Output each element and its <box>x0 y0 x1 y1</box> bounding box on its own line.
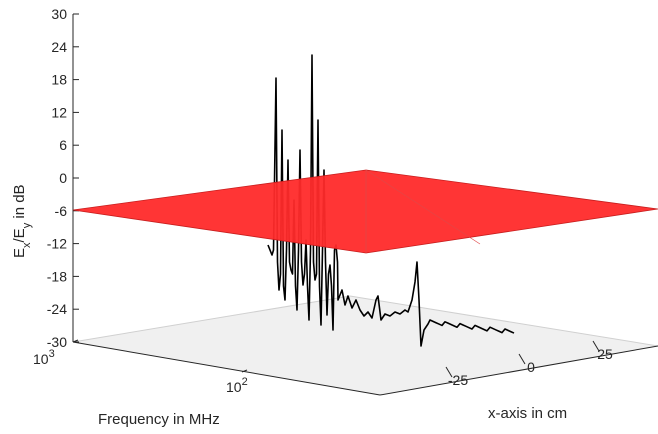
z-axis-label-part: in dB <box>11 184 28 222</box>
z-tick-label: 30 <box>51 6 67 22</box>
floor-right-edge <box>349 295 658 347</box>
position-axis-line <box>379 345 658 396</box>
z-tick-label: -12 <box>47 236 67 252</box>
plane-diagonal <box>365 169 481 245</box>
floor-back-edge <box>72 295 351 343</box>
position-tick-mark <box>592 340 600 352</box>
z-axis: 30 24 18 12 6 0 -6 -12 -18 -24 -30 Ex/Ey in dB <box>11 6 79 350</box>
z-axis-label-part: /E <box>11 228 28 242</box>
z-axis-label-part: x <box>21 242 33 248</box>
z-tick-label: 24 <box>51 39 67 55</box>
z-axis-label-part: y <box>21 222 33 228</box>
frequency-tick-mark <box>241 369 248 373</box>
threshold-plane-layer <box>72 169 658 254</box>
position-tick-label: 25 <box>597 346 613 362</box>
position-tick-label: 0 <box>527 359 535 375</box>
z-tick-label: 6 <box>59 137 67 153</box>
z-tick-label: -30 <box>47 334 67 350</box>
position-tick-mark <box>518 353 526 365</box>
frequency-tick-exponent: 3 <box>49 348 55 360</box>
frequency-tick-base: 10 <box>33 351 49 367</box>
z-tick-label: 12 <box>51 104 67 120</box>
z-axis-label-part: E <box>11 248 28 258</box>
frequency-axis-label: Frequency in MHz <box>98 411 220 428</box>
position-axis-label: x-axis in cm <box>488 405 567 422</box>
frequency-tick-base: 10 <box>226 379 242 395</box>
position-tick-label: -25 <box>448 372 468 388</box>
threshold-plane <box>72 169 658 254</box>
z-tick-label: -18 <box>47 268 67 284</box>
floor-layer <box>72 295 658 395</box>
floor-plane <box>73 296 658 395</box>
z-tick-label: 0 <box>59 170 67 186</box>
z-axis-label: Ex/Ey in dB <box>11 184 33 258</box>
frequency-tick-exponent: 2 <box>242 376 248 388</box>
z-tick-label: 18 <box>51 72 67 88</box>
series-line <box>267 54 515 347</box>
z-tick-label: -24 <box>47 301 67 317</box>
position-tick-mark <box>445 366 453 378</box>
frequency-tick-label: 103 <box>33 348 55 367</box>
frequency-tick-mark <box>72 339 79 343</box>
frequency-axis-line <box>72 341 381 396</box>
z-tick-label: -6 <box>55 203 68 219</box>
frequency-tick-label: 102 <box>226 376 248 395</box>
series-layer <box>267 54 515 347</box>
